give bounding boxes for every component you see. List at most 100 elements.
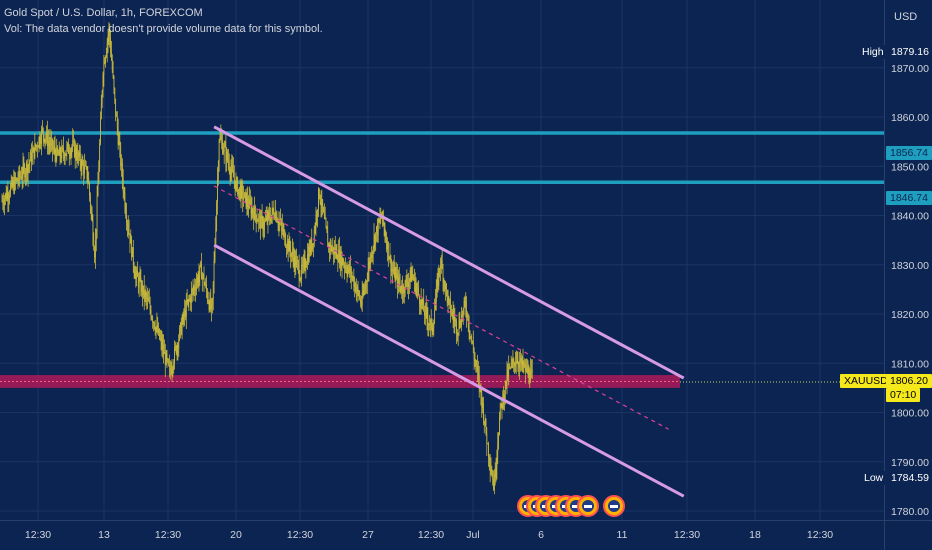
candle-body (132, 247, 134, 266)
candle-body (30, 152, 32, 161)
candle-body (15, 177, 16, 181)
x-tick-label: 12:30 (155, 529, 181, 541)
candle-body (427, 318, 429, 326)
candle-body (318, 188, 320, 197)
candle-body (424, 306, 426, 316)
candle-body (458, 320, 460, 333)
candle-body (152, 318, 154, 323)
candle-body (410, 270, 412, 282)
candle-body (256, 221, 258, 222)
candle-body (455, 319, 457, 321)
candle-body (327, 232, 329, 247)
candle-body (147, 298, 149, 300)
candle-body (314, 227, 316, 231)
candle-body (329, 243, 331, 250)
candle-body (218, 140, 220, 166)
candle-body (527, 369, 529, 373)
candle-body (357, 286, 359, 292)
candle-body (371, 252, 373, 259)
candle-body (131, 237, 133, 257)
candle-body (164, 352, 166, 365)
candle-body (468, 326, 470, 331)
candle-body (493, 473, 495, 490)
candle-body (315, 214, 317, 228)
candle-body (507, 370, 509, 377)
candle-body (214, 244, 216, 261)
last-price-tag: 1806.20 (886, 374, 932, 388)
candle-body (461, 314, 463, 317)
candle-body (474, 359, 476, 361)
candle-body (279, 221, 281, 223)
y-tick-label: 1860.00 (891, 112, 929, 124)
candle-body (420, 299, 422, 308)
candle-body (63, 147, 64, 154)
candle-body (63, 153, 65, 159)
candle-body (207, 299, 209, 303)
candle-body (264, 220, 265, 228)
candle-body (245, 192, 247, 207)
candle-body (379, 218, 381, 222)
candle-body (258, 216, 260, 222)
candle-body (83, 164, 85, 174)
candle-body (291, 250, 293, 254)
candle-body (190, 291, 192, 303)
candle-body (249, 199, 251, 204)
candle-body (236, 179, 238, 181)
candle-body (344, 264, 345, 268)
candle-body (216, 202, 218, 228)
candle-body (286, 246, 287, 248)
candle-body (302, 261, 304, 267)
candle-body (389, 255, 391, 260)
candle-body (212, 299, 213, 305)
candle-body (41, 129, 42, 144)
candle-body (130, 237, 132, 244)
candle-body (413, 276, 414, 281)
candle-body (94, 249, 95, 258)
candle-body (339, 251, 341, 265)
candle-body (136, 270, 138, 275)
candle-body (89, 183, 90, 196)
candle-body (64, 155, 66, 159)
candle-body (441, 260, 443, 269)
candle-body (28, 163, 30, 166)
candle-body (485, 419, 487, 434)
candle-body (481, 393, 483, 408)
candle-body (487, 443, 489, 445)
candle-body (167, 359, 169, 361)
candle-body (23, 164, 25, 167)
candle-body (234, 180, 236, 190)
candle-body (521, 358, 523, 365)
candle-body (332, 246, 334, 249)
candle-body (349, 265, 351, 273)
candle-body (48, 141, 50, 144)
candle-body (445, 284, 446, 290)
candle-body (348, 265, 350, 270)
candle-body (248, 205, 250, 209)
x-tick-label: 20 (230, 529, 242, 541)
candle-body (266, 216, 268, 222)
symbol-title[interactable]: Gold Spot / U.S. Dollar, 1h, FOREXCOM (4, 7, 203, 19)
candle-body (518, 365, 520, 368)
currency-label[interactable]: USD (894, 11, 918, 23)
candle-body (240, 185, 242, 199)
candle-body (368, 261, 370, 271)
candle-body (466, 308, 467, 317)
candle-body (278, 221, 280, 225)
candle-body (267, 212, 269, 222)
candle-body (450, 301, 452, 314)
candle-body (171, 369, 173, 374)
candle-body (472, 341, 473, 343)
candle-body (471, 336, 473, 342)
candle-body (182, 313, 184, 323)
candle-body (403, 285, 404, 293)
candle-body (366, 279, 368, 282)
candle-body (291, 253, 292, 257)
candle-body (99, 143, 101, 169)
candle-body (250, 203, 252, 214)
candle-body (296, 260, 297, 267)
candle-body (148, 298, 149, 302)
candle-body (222, 151, 224, 154)
candle-body (20, 176, 21, 178)
